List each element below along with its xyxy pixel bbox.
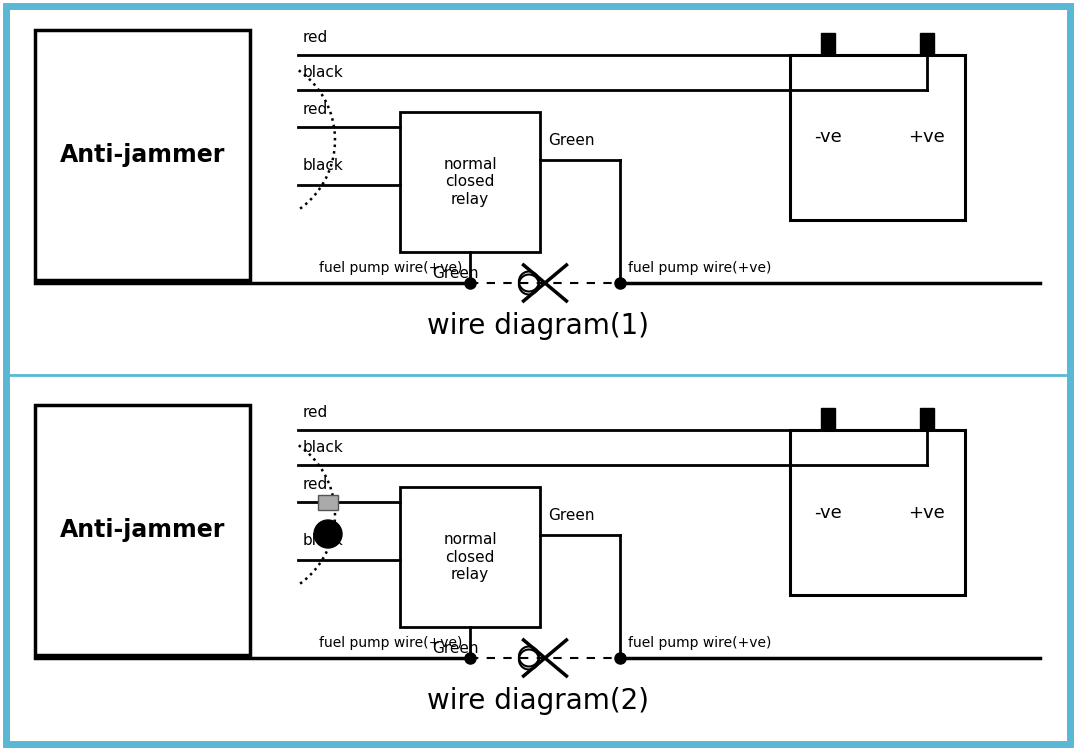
Text: +ve: +ve	[908, 128, 946, 146]
Text: fuel pump wire(+ve): fuel pump wire(+ve)	[628, 261, 771, 275]
Text: Green: Green	[431, 641, 479, 656]
Bar	[790, 55, 965, 220]
Text: red: red	[303, 102, 328, 117]
Text: fuel pump wire(+ve): fuel pump wire(+ve)	[318, 636, 462, 650]
Text: black: black	[303, 158, 343, 173]
Bar	[790, 430, 965, 595]
Text: Anti-jammer: Anti-jammer	[60, 518, 225, 542]
Bar	[400, 112, 540, 252]
Text: fuel pump wire(+ve): fuel pump wire(+ve)	[628, 636, 771, 650]
Text: wire diagram(1): wire diagram(1)	[427, 312, 649, 340]
Bar	[920, 408, 934, 430]
Text: -ve: -ve	[815, 128, 841, 146]
Text: normal
closed
relay: normal closed relay	[443, 157, 497, 207]
Bar	[920, 33, 934, 55]
Text: red: red	[303, 405, 328, 420]
Text: +ve: +ve	[908, 503, 946, 521]
Text: fuel pump wire(+ve): fuel pump wire(+ve)	[318, 261, 462, 275]
Text: red: red	[303, 477, 328, 492]
Text: black: black	[303, 533, 343, 548]
Circle shape	[314, 520, 342, 548]
Bar	[318, 494, 338, 509]
Text: normal
closed
relay: normal closed relay	[443, 532, 497, 582]
Text: black: black	[303, 65, 343, 80]
Bar	[821, 408, 835, 430]
Text: black: black	[303, 440, 343, 455]
Text: red: red	[303, 30, 328, 45]
Text: Anti-jammer: Anti-jammer	[60, 143, 225, 167]
Text: wire diagram(2): wire diagram(2)	[427, 687, 649, 715]
Text: Green: Green	[548, 508, 595, 523]
Text: -ve: -ve	[815, 503, 841, 521]
Bar	[36, 405, 250, 655]
FancyBboxPatch shape	[6, 6, 1070, 744]
Bar	[400, 487, 540, 627]
Bar	[36, 30, 250, 280]
Text: Green: Green	[548, 133, 595, 148]
Text: Green: Green	[431, 266, 479, 281]
Bar	[821, 33, 835, 55]
